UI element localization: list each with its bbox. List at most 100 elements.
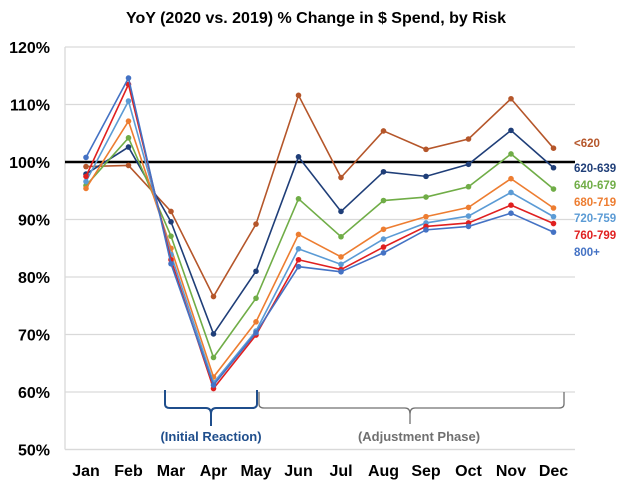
series-line [85,98,554,385]
x-tick-label: Nov [496,463,526,480]
data-point [465,223,472,230]
data-point [253,295,259,302]
data-point [168,260,174,267]
x-tick-label: Jun [284,463,312,480]
data-point [508,189,514,196]
annotation-adjustment-phase: (Adjustment Phase) [358,429,480,444]
data-point [550,229,557,235]
data-point [380,168,387,175]
series-label: 620-639 [574,163,616,175]
x-tick-label: Oct [455,463,482,480]
x-axis-ticks: Jan Feb Mar Apr May Jun Jul Aug Sep Oct Nov Dec [72,463,568,480]
data-point [550,220,557,227]
data-point [338,174,344,181]
data-point [253,268,259,275]
data-point [210,331,217,337]
data-point [168,219,174,225]
data-point [168,233,174,239]
x-tick-label: Apr [200,463,228,480]
data-point [83,163,89,170]
y-tick-label: 50% [18,443,50,460]
series-line [85,93,555,299]
data-point [465,213,472,219]
series-680-719 [83,118,557,380]
data-point [508,175,514,182]
x-tick-label: Jul [329,463,352,480]
y-tick-label: 80% [18,270,50,287]
data-point [338,269,344,275]
data-point [338,261,344,268]
series-label: 680-719 [574,197,616,209]
data-point [508,210,514,216]
data-point [465,204,472,211]
x-tick-label: Mar [157,463,185,480]
series-line [85,129,555,336]
data-point [83,185,89,192]
x-tick-label: Dec [539,463,568,480]
data-point [83,173,89,180]
series-760-799 [83,81,557,392]
data-point [295,196,302,202]
data-point [125,162,132,169]
y-tick-label: 110% [10,98,50,115]
data-point [423,146,429,153]
data-point [125,118,132,124]
x-tick-label: Feb [114,463,143,480]
y-tick-label: 70% [18,328,50,345]
data-point [253,329,259,336]
series-labels: <620 620-639 640-679 680-719 720-759 760-799 8… [574,138,616,259]
series-label: 640-679 [574,180,616,192]
data-point [253,221,259,227]
data-point [550,213,557,220]
data-point [125,135,132,141]
data-point [380,244,387,250]
data-point [125,75,132,81]
data-point [295,263,302,270]
annotations: (Initial Reaction) (Adjustment Phase) [160,390,565,444]
series-800+ [83,75,557,388]
data-point [210,293,217,300]
data-point [465,161,472,168]
data-point [380,197,387,204]
data-point [550,186,557,192]
series-line [85,119,554,379]
data-point [338,233,344,240]
data-point [338,254,344,260]
series-720-759 [83,98,557,386]
series-label: 760-799 [574,230,616,242]
y-tick-label: 60% [18,385,50,402]
data-point [125,98,132,104]
series-<620 [83,92,557,300]
series-line [85,136,555,360]
data-point [253,319,259,325]
data-point [465,136,472,142]
data-point [550,164,557,171]
data-point [550,205,557,211]
data-point [295,256,302,263]
gridlines [64,46,575,451]
annotation-initial-reaction: (Initial Reaction) [160,429,261,444]
y-tick-label: 90% [18,213,50,230]
y-tick-label: 120% [9,40,50,57]
data-point [295,231,302,238]
series-label: <620 [574,138,600,150]
data-point [508,202,514,208]
data-point [125,144,132,150]
data-point [295,92,302,99]
data-point [423,173,429,180]
data-point [168,208,174,215]
data-point [550,145,557,151]
data-point [380,128,387,134]
data-point [508,127,514,134]
x-tick-label: Sep [411,463,441,480]
data-point [295,246,302,252]
data-point [508,151,514,157]
data-point [83,154,89,161]
series-label: 800+ [574,247,600,259]
data-point [338,208,344,215]
data-point [83,178,89,185]
series-line [85,75,554,387]
x-tick-label: Aug [368,463,399,480]
bracket-adjustment-phase [258,392,565,424]
